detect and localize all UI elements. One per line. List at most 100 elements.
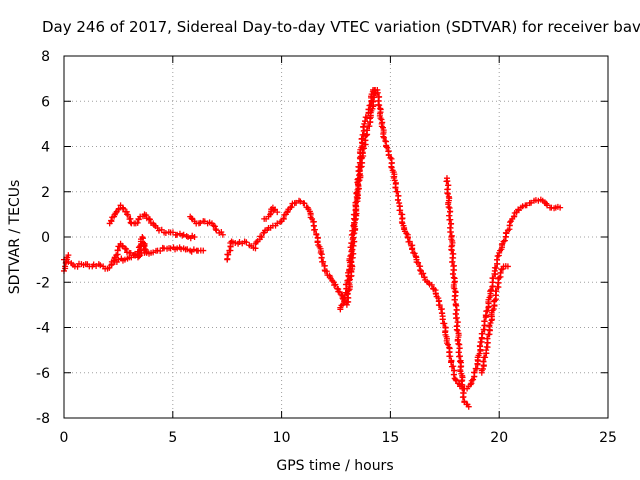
data-point-trace — [460, 393, 467, 400]
data-point-trace — [481, 318, 488, 325]
data-point-trace — [476, 342, 483, 349]
data-point — [504, 263, 511, 270]
data-point-trace — [157, 248, 164, 255]
data-point — [261, 215, 268, 222]
data-point-trace — [467, 381, 474, 388]
x-tick-label: 10 — [273, 430, 291, 446]
data-point-trace — [343, 281, 350, 288]
data-point-trace — [451, 285, 458, 292]
x-tick-label: 25 — [599, 430, 617, 446]
data-point-trace — [456, 353, 463, 360]
data-point-trace — [501, 237, 508, 244]
data-point-trace — [143, 212, 150, 219]
data-point-trace — [134, 219, 141, 226]
data-point-trace — [332, 281, 339, 288]
data-point-trace — [146, 216, 153, 223]
data-point — [185, 234, 192, 240]
data-point — [363, 132, 370, 139]
data-point-trace — [388, 164, 395, 171]
data-point — [134, 254, 141, 261]
data-point-trace — [232, 239, 239, 246]
data-point-trace — [360, 124, 367, 131]
data-point-trace — [468, 377, 475, 384]
data-point-trace — [357, 164, 364, 171]
y-tick-label: 6 — [41, 94, 50, 110]
data-point-trace — [493, 288, 500, 295]
data-point — [115, 256, 122, 263]
data-point — [361, 120, 368, 127]
data-point-trace — [371, 94, 378, 101]
data-point-trace — [449, 258, 456, 265]
y-tick-label: 8 — [41, 49, 50, 65]
data-point-trace — [120, 205, 127, 212]
data-point-trace — [323, 268, 330, 275]
data-point-trace — [366, 115, 373, 122]
data-point-trace — [445, 204, 452, 211]
y-tick-label: -8 — [36, 411, 50, 427]
data-point-trace — [450, 271, 457, 278]
data-point-trace — [450, 363, 457, 370]
data-points — [61, 86, 564, 410]
data-point-trace — [339, 301, 346, 308]
data-point-trace — [420, 270, 427, 277]
data-point-trace — [447, 353, 454, 360]
data-point-trace — [484, 307, 491, 314]
data-point-trace — [415, 259, 422, 266]
data-point-trace — [338, 291, 345, 298]
data-point-trace — [358, 135, 365, 142]
data-point-trace — [301, 200, 308, 207]
data-point — [496, 274, 503, 281]
x-tick-label: 0 — [60, 430, 69, 446]
data-point-trace — [346, 266, 353, 273]
data-point-trace — [448, 247, 455, 254]
data-point-trace — [406, 238, 413, 245]
y-tick-label: 4 — [41, 140, 50, 156]
grid-lines — [64, 56, 608, 418]
data-point-trace — [484, 335, 491, 342]
data-point — [213, 227, 220, 234]
data-point-trace — [453, 326, 460, 333]
data-point-trace — [353, 196, 360, 203]
chart-title: Day 246 of 2017, Sidereal Day-to-day VTE… — [42, 18, 640, 36]
data-point-trace — [376, 102, 383, 109]
data-point-trace — [141, 245, 148, 252]
data-point-trace — [459, 382, 466, 389]
data-point — [470, 376, 477, 383]
data-point-trace — [417, 267, 424, 274]
data-point-trace — [409, 246, 416, 253]
y-tick-label: -4 — [36, 321, 50, 337]
data-point-trace — [341, 294, 348, 301]
data-point — [313, 231, 320, 238]
data-point — [143, 249, 150, 256]
data-point-trace — [311, 226, 318, 233]
data-point-trace — [411, 250, 418, 257]
data-point-trace — [211, 223, 218, 230]
data-point-trace — [453, 314, 460, 321]
data-point-trace — [450, 371, 457, 378]
data-point-trace — [503, 230, 510, 237]
data-point — [174, 231, 181, 238]
data-point-trace — [314, 239, 321, 246]
data-point — [557, 204, 564, 211]
data-point — [354, 188, 361, 195]
data-point-trace — [108, 218, 115, 225]
data-point-trace — [361, 145, 368, 152]
y-tick-label: 2 — [41, 185, 50, 201]
x-axis-label: GPS time / hours — [276, 458, 393, 474]
data-point-trace — [320, 258, 327, 265]
data-point-trace — [135, 244, 142, 251]
data-point-trace — [447, 228, 454, 235]
y-tick-label: -2 — [36, 275, 50, 291]
data-point-trace — [355, 178, 362, 185]
data-point-trace — [488, 286, 495, 293]
data-point-trace — [487, 288, 494, 295]
data-point — [387, 154, 394, 161]
data-point-trace — [258, 234, 265, 241]
data-point-trace — [346, 255, 353, 262]
data-point-trace — [188, 215, 195, 222]
data-point-trace — [277, 219, 284, 226]
data-point-trace — [428, 281, 435, 288]
data-point — [191, 234, 198, 240]
data-point-trace — [384, 144, 391, 151]
